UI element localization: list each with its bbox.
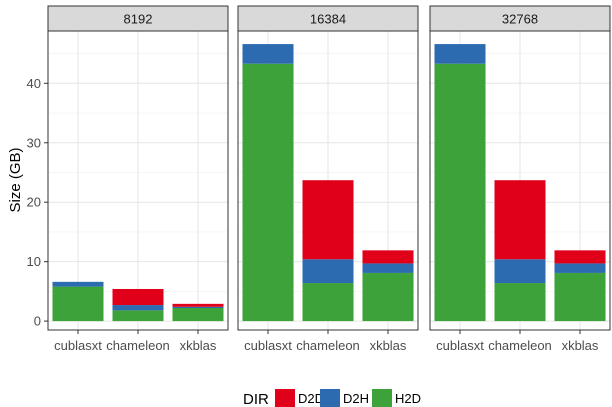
facet-strip-label: 32768 <box>502 12 538 27</box>
y-tick-label: 10 <box>27 254 41 269</box>
bar-segment-xkblas-d2d <box>362 250 414 264</box>
bar-segment-xkblas-d2d <box>172 303 224 307</box>
facet-strip-label: 16384 <box>310 12 346 27</box>
x-tick-label: xkblas <box>562 338 599 353</box>
x-tick-label: xkblas <box>370 338 407 353</box>
bar-segment-chameleon-d2h <box>112 305 164 311</box>
x-tick-label: cublasxt <box>54 338 102 353</box>
legend-label-d2h: D2H <box>343 391 369 406</box>
bar-segment-chameleon-h2d <box>494 283 546 322</box>
bar-segment-xkblas-h2d <box>172 308 224 322</box>
y-tick-label: 40 <box>27 76 41 91</box>
bar-segment-chameleon-d2h <box>494 259 546 284</box>
legend-label-d2d: D2D <box>298 391 324 406</box>
bar-segment-cublasxt-h2d <box>52 286 104 322</box>
y-tick-label: 30 <box>27 135 41 150</box>
legend: DIR D2D D2H H2D <box>243 389 421 407</box>
bar-segment-cublasxt-d2h <box>434 44 486 64</box>
bar-segment-xkblas-h2d <box>362 272 414 322</box>
x-tick-label: cublasxt <box>436 338 484 353</box>
legend-label-h2d: H2D <box>395 391 421 406</box>
bar-segment-chameleon-d2d <box>494 180 546 260</box>
legend-title: DIR <box>243 391 269 407</box>
facet-strip <box>47 5 229 32</box>
bar-segment-chameleon-d2h <box>302 259 354 284</box>
bar-segment-cublasxt-h2d <box>434 63 486 322</box>
facet-panel-16384: 16384 cublasxt chameleon xkblas <box>237 5 419 353</box>
x-tick-label: xkblas <box>180 338 217 353</box>
bar-segment-xkblas-h2d <box>554 272 606 322</box>
legend-key-h2d <box>372 389 392 407</box>
bar-segment-xkblas-d2h <box>362 263 414 273</box>
legend-key-d2d <box>275 389 295 407</box>
facet-panels: 8192 cublasxt chameleon xkblas 16384 cublasxt… <box>47 5 611 353</box>
facet-panel-8192: 8192 cublasxt chameleon xkblas <box>47 5 229 353</box>
bar-segment-xkblas-d2h <box>554 263 606 273</box>
x-tick-label: chameleon <box>106 338 170 353</box>
bar-segment-chameleon-h2d <box>302 283 354 322</box>
y-axis: 0 10 20 30 40 <box>27 76 48 329</box>
y-tick-label: 0 <box>34 314 41 329</box>
bar-segment-xkblas-d2h <box>172 306 224 309</box>
bar-segment-chameleon-h2d <box>112 310 164 322</box>
x-tick-label: chameleon <box>488 338 552 353</box>
bar-segment-cublasxt-h2d <box>242 63 294 322</box>
bar-segment-cublasxt-d2h <box>242 44 294 64</box>
bar-segment-cublasxt-d2h <box>52 281 104 287</box>
facet-strip <box>237 5 419 32</box>
facet-strip-label: 8192 <box>124 12 153 27</box>
bar-segment-xkblas-d2d <box>554 250 606 264</box>
legend-key-d2h <box>320 389 340 407</box>
y-tick-label: 20 <box>27 195 41 210</box>
bar-segment-chameleon-d2d <box>112 288 164 306</box>
facet-strip <box>429 5 611 32</box>
x-tick-label: chameleon <box>296 338 360 353</box>
facet-panel-32768: 32768 cublasxt chameleon xkblas <box>429 5 611 353</box>
x-tick-label: cublasxt <box>244 338 292 353</box>
bar-segment-chameleon-d2d <box>302 180 354 260</box>
y-axis-title: Size (GB) <box>7 147 24 212</box>
